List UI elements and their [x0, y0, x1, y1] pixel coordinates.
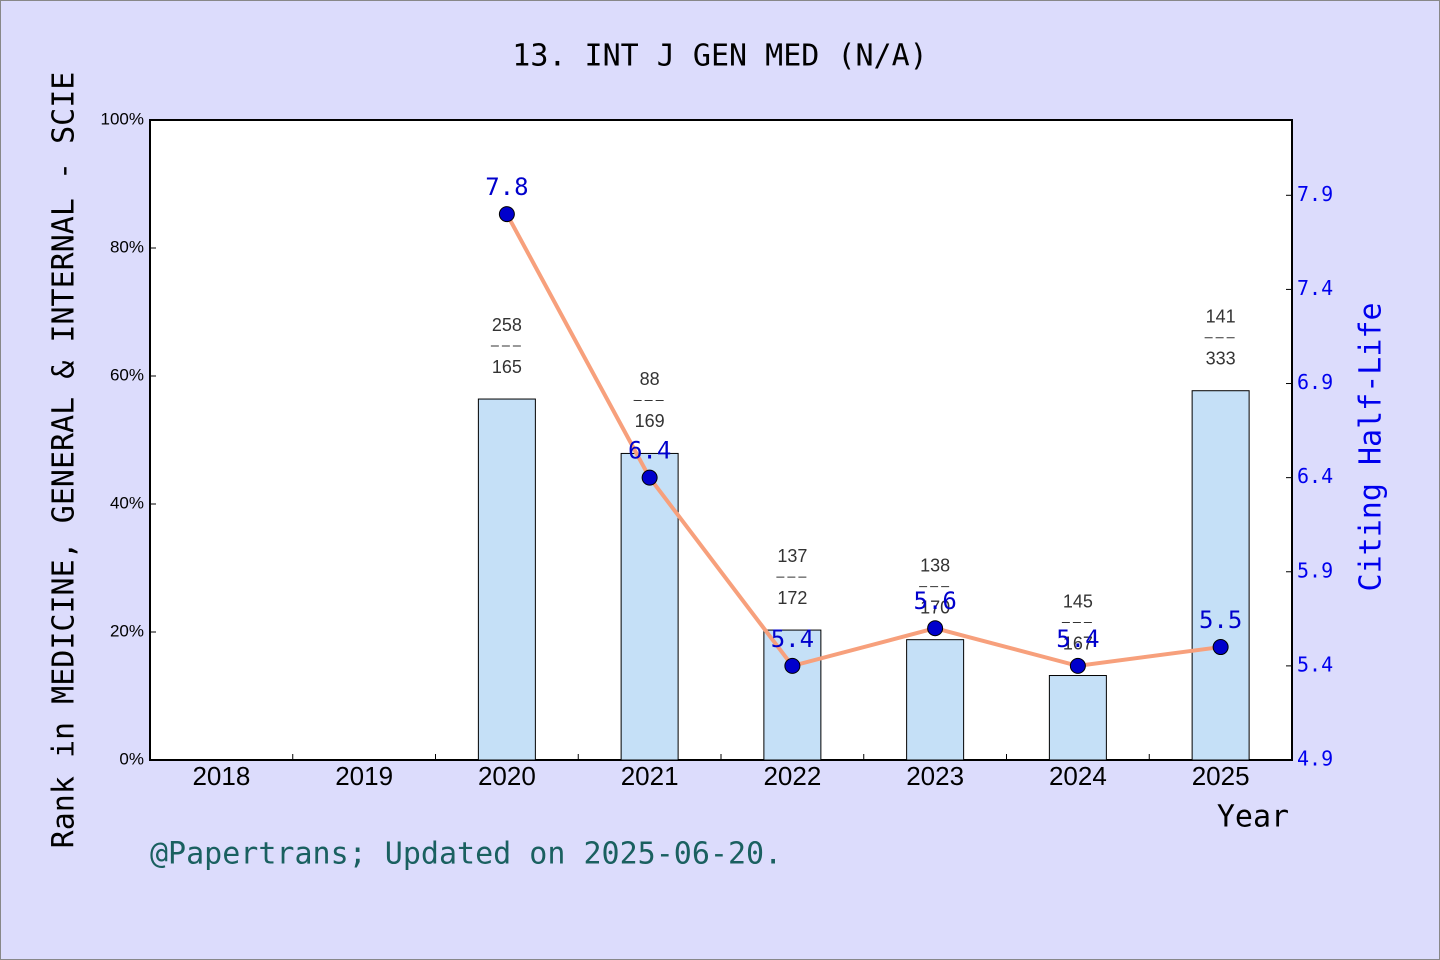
- bar: [477, 398, 536, 761]
- rank-label: 138: [920, 555, 950, 575]
- x-tick-label: 2021: [621, 761, 679, 791]
- plot-area: [149, 119, 1293, 761]
- y2-tick-label: 7.9: [1297, 182, 1333, 206]
- y2-tick-label: 5.9: [1297, 558, 1333, 582]
- marker: [784, 657, 801, 674]
- y-tick-label: 0%: [119, 749, 144, 768]
- marker: [927, 620, 944, 637]
- x-axis-label: Year: [1217, 800, 1289, 835]
- bar: [1191, 390, 1250, 761]
- y2-tick-label: 6.9: [1297, 370, 1333, 394]
- marker: [1212, 639, 1229, 656]
- y-tick-label: 40%: [110, 493, 144, 512]
- rank-label: 258: [492, 315, 522, 335]
- rank-label: 137: [777, 546, 807, 566]
- y-tick-label: 100%: [101, 109, 144, 128]
- total-label: 165: [492, 357, 522, 377]
- bar: [906, 639, 965, 761]
- marker: [641, 469, 658, 486]
- rank-label: 141: [1206, 306, 1236, 326]
- y2-tick-label: 7.4: [1297, 276, 1333, 300]
- footer: @Papertrans; Updated on 2025-06-20.: [150, 837, 782, 872]
- marker: [1069, 657, 1086, 674]
- data-label: 5.6: [913, 587, 956, 615]
- y2-axis-label: Citing Half-Life: [1354, 303, 1389, 592]
- y-tick-label: 80%: [110, 237, 144, 256]
- x-tick-label: 2025: [1192, 761, 1250, 791]
- data-label: 6.4: [628, 437, 671, 465]
- chart-title: 13. INT J GEN MED (N/A): [512, 39, 927, 74]
- x-tick-label: 2018: [192, 761, 250, 791]
- rank-label: 88: [640, 369, 660, 389]
- data-label: 5.5: [1199, 606, 1242, 634]
- total-label: 333: [1206, 348, 1236, 368]
- x-tick-label: 2023: [906, 761, 964, 791]
- total-label: 170: [920, 597, 950, 617]
- y-tick-label: 60%: [110, 365, 144, 384]
- y-axis-label: Rank in MEDICINE, GENERAL & INTERNAL - S…: [47, 72, 82, 849]
- bar: [620, 452, 679, 761]
- bar: [763, 629, 822, 761]
- x-tick-label: 2019: [335, 761, 393, 791]
- marker: [498, 206, 515, 223]
- total-label: 167: [1063, 633, 1093, 653]
- x-tick-label: 2022: [763, 761, 821, 791]
- x-tick-label: 2020: [478, 761, 536, 791]
- data-label: 5.4: [771, 625, 814, 653]
- bar: [1048, 675, 1107, 761]
- total-label: 172: [777, 588, 807, 608]
- y2-tick-label: 5.4: [1297, 652, 1333, 676]
- data-label: 5.4: [1056, 625, 1099, 653]
- y2-tick-label: 6.4: [1297, 464, 1333, 488]
- x-tick-label: 2024: [1049, 761, 1107, 791]
- y2-tick-label: 4.9: [1297, 747, 1333, 771]
- rank-label: 145: [1063, 591, 1093, 611]
- total-label: 169: [635, 411, 665, 431]
- line: [505, 213, 1221, 669]
- y-tick-label: 20%: [110, 621, 144, 640]
- data-label: 7.8: [485, 173, 528, 201]
